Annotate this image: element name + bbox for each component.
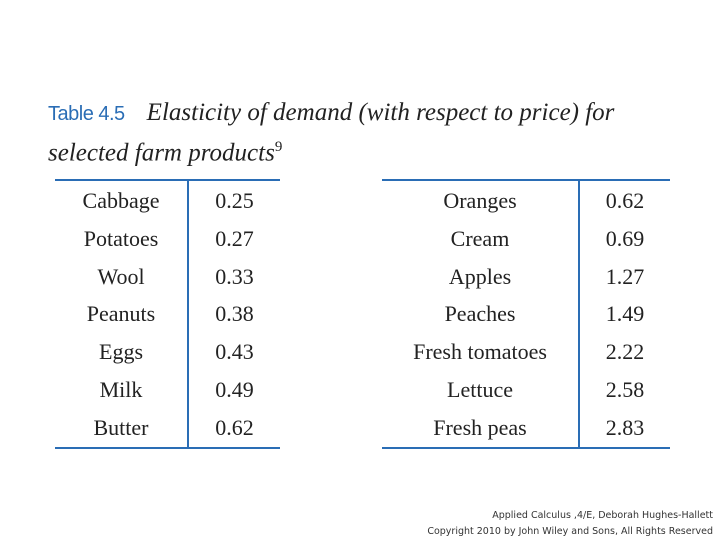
elasticity-value: 0.49: [215, 377, 254, 402]
footer: Applied Calculus ,4/E, Deborah Hughes-Ha…: [427, 508, 713, 540]
column-divider: [578, 181, 580, 447]
product-name: Cabbage: [82, 188, 160, 213]
elasticity-value: 0.33: [215, 263, 254, 289]
product-name: Milk: [99, 377, 143, 402]
product-name: Potatoes: [83, 225, 159, 251]
table-label: Table 4.5: [48, 103, 125, 125]
table-heading: Table 4.5 Elasticity of demand (with resp…: [48, 96, 688, 169]
elasticity-value: 0.25: [215, 188, 254, 213]
elasticity-value: 0.27: [215, 225, 254, 251]
product-name: Peanuts: [86, 301, 156, 327]
data-table: Oranges 0.62 Cream 0.69 Apples 1.27 Peaches 1.4…: [382, 179, 670, 449]
elasticity-value: 0.62: [215, 414, 254, 440]
product-name: Lettuce: [447, 377, 513, 402]
product-name: Butter: [93, 414, 149, 440]
elasticity-value: 2.22: [605, 339, 645, 365]
product-name: Apples: [448, 263, 512, 289]
table-title: Elasticity of demand (with respect to pr…: [48, 99, 615, 167]
footnote-mark: 9: [274, 139, 283, 155]
elasticity-value: 2.58: [605, 377, 645, 402]
product-name: Fresh peas: [433, 414, 527, 440]
elasticity-value: 0.43: [215, 339, 254, 365]
data-table: Cabbage 0.25 Potatoes 0.27 Wool 0.33 Peanuts 0.…: [55, 179, 280, 449]
elasticity-value: 0.69: [605, 225, 645, 251]
column-divider: [187, 181, 189, 447]
elasticity-value: 1.27: [605, 263, 645, 289]
elasticity-value: 2.83: [605, 414, 645, 440]
product-name: Wool: [97, 263, 145, 289]
elasticity-value: 0.62: [605, 188, 645, 213]
product-name: Fresh tomatoes: [413, 339, 547, 365]
product-name: Eggs: [99, 339, 143, 365]
footer-line: Copyright 2010 by John Wiley and Sons, A…: [427, 526, 713, 537]
elasticity-value: 0.38: [215, 301, 254, 327]
product-name: Cream: [450, 225, 510, 251]
product-name: Oranges: [443, 188, 517, 213]
elasticity-value: 1.49: [605, 301, 645, 327]
footer-line: Applied Calculus ,4/E, Deborah Hughes-Ha…: [492, 510, 713, 521]
product-name: Peaches: [444, 301, 516, 327]
